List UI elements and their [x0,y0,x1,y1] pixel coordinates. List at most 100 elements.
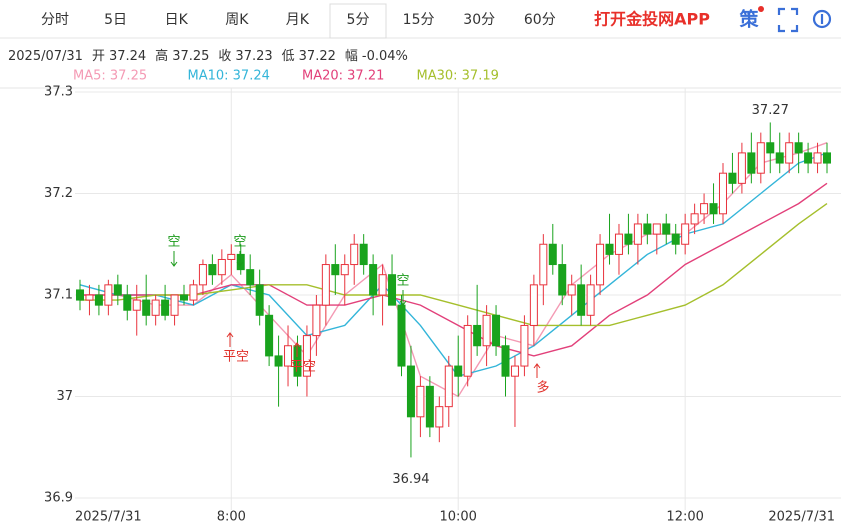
candle-body [681,223,690,245]
signal-arrow-head [399,300,407,306]
tab[interactable]: 分时 [41,12,69,28]
candle-body [747,152,756,174]
tab[interactable]: 日K [165,12,189,28]
candle-body [104,284,113,306]
candle-body [652,223,661,235]
info-value: 37.24 [109,49,146,64]
info-value: 37.22 [299,49,336,64]
candle-body [671,233,680,245]
signal-label: 空 [167,235,180,250]
tab[interactable]: 60分 [524,12,556,28]
brand-link[interactable]: 打开金投网APP [594,10,710,29]
fullscreen-corner [777,7,785,15]
signal-label: 空 [396,274,409,289]
candle-body [633,223,642,245]
signal-arrow-head [170,261,178,267]
candle-body [236,253,245,271]
signal-label: 平空 [290,360,316,375]
candle-body [586,284,595,316]
settings-ring [812,9,832,29]
candle-body [605,243,614,255]
candle-body [113,284,122,296]
candle-body [463,324,472,377]
ma-line [79,152,828,377]
settings-icon[interactable] [812,9,832,29]
tab[interactable]: 月K [286,12,310,28]
candles [76,122,831,458]
strategy-dot [758,6,764,12]
candle-body [227,253,236,260]
candle-body [340,264,349,276]
candle-body [473,324,482,347]
candle-body [76,289,84,301]
tab[interactable]: 30分 [463,12,495,28]
candle-body [823,152,831,164]
candle-body [255,284,264,316]
tab[interactable]: 5分 [347,12,370,28]
candle-body [728,172,737,184]
candle-body [614,233,623,255]
y-tick-label: 37 [56,389,73,404]
y-tick-label: 37.2 [44,186,73,201]
candle-body [482,314,491,347]
info-label: 幅 [345,49,358,64]
candle-body [520,324,529,367]
legend-entry: MA20: 37.21 [302,69,384,84]
info-value: -0.04% [362,49,408,64]
candle-body [548,243,557,266]
candle-body [94,294,103,306]
candle-body [350,243,359,266]
y-tick-label: 37.1 [44,288,73,303]
x-tick-label: 2025/7/31 [768,510,835,525]
min-label: 36.94 [392,472,429,487]
x-tick-label: 8:00 [217,510,246,525]
candle-body [198,264,207,286]
candle-body [444,365,453,408]
candle-body [170,294,179,316]
candle-body [302,335,311,377]
candle-body [813,152,822,164]
candle-body [492,314,501,347]
fullscreen-icon[interactable] [777,7,799,33]
candle-body [85,294,94,301]
tab[interactable]: 周K [225,12,249,28]
candle-body [454,365,463,377]
strategy-button[interactable]: 策 [739,8,759,31]
candle-body [180,294,189,301]
candle-body [331,264,340,276]
x-tick-label: 2025/7/31 [75,510,142,525]
candle-body [539,243,548,286]
candle-body [142,299,151,316]
candle-body [123,294,132,311]
candle-body [435,406,444,428]
candle-body [766,142,775,154]
fullscreen-corner [791,25,799,33]
candle-body [284,345,293,367]
candle-body [577,284,586,316]
candle-body [775,152,784,164]
candle-body [700,203,709,215]
signal-arrow-head [293,342,301,348]
tab[interactable]: 5日 [104,12,127,28]
candle-body [709,203,718,215]
fullscreen-corner [777,25,785,33]
candle-body [718,172,727,215]
candle-body [425,385,434,428]
x-tick-label: 12:00 [666,510,703,525]
candle-body [217,258,226,276]
candle-body [624,233,633,245]
tab[interactable]: 15分 [403,12,435,28]
candle-body [406,365,415,418]
candle-body [321,264,330,306]
y-tick-label: 37.3 [44,85,73,100]
candle-body [359,243,368,266]
candle-body [804,152,813,164]
legend-entry: MA5: 37.25 [73,69,147,84]
info-label: 收 [218,49,231,64]
x-tick-label: 10:00 [439,510,476,525]
candle-body [132,299,141,311]
fullscreen-corner [791,7,799,15]
info-value: 37.25 [172,49,209,64]
signal-arrow-head [236,261,244,267]
